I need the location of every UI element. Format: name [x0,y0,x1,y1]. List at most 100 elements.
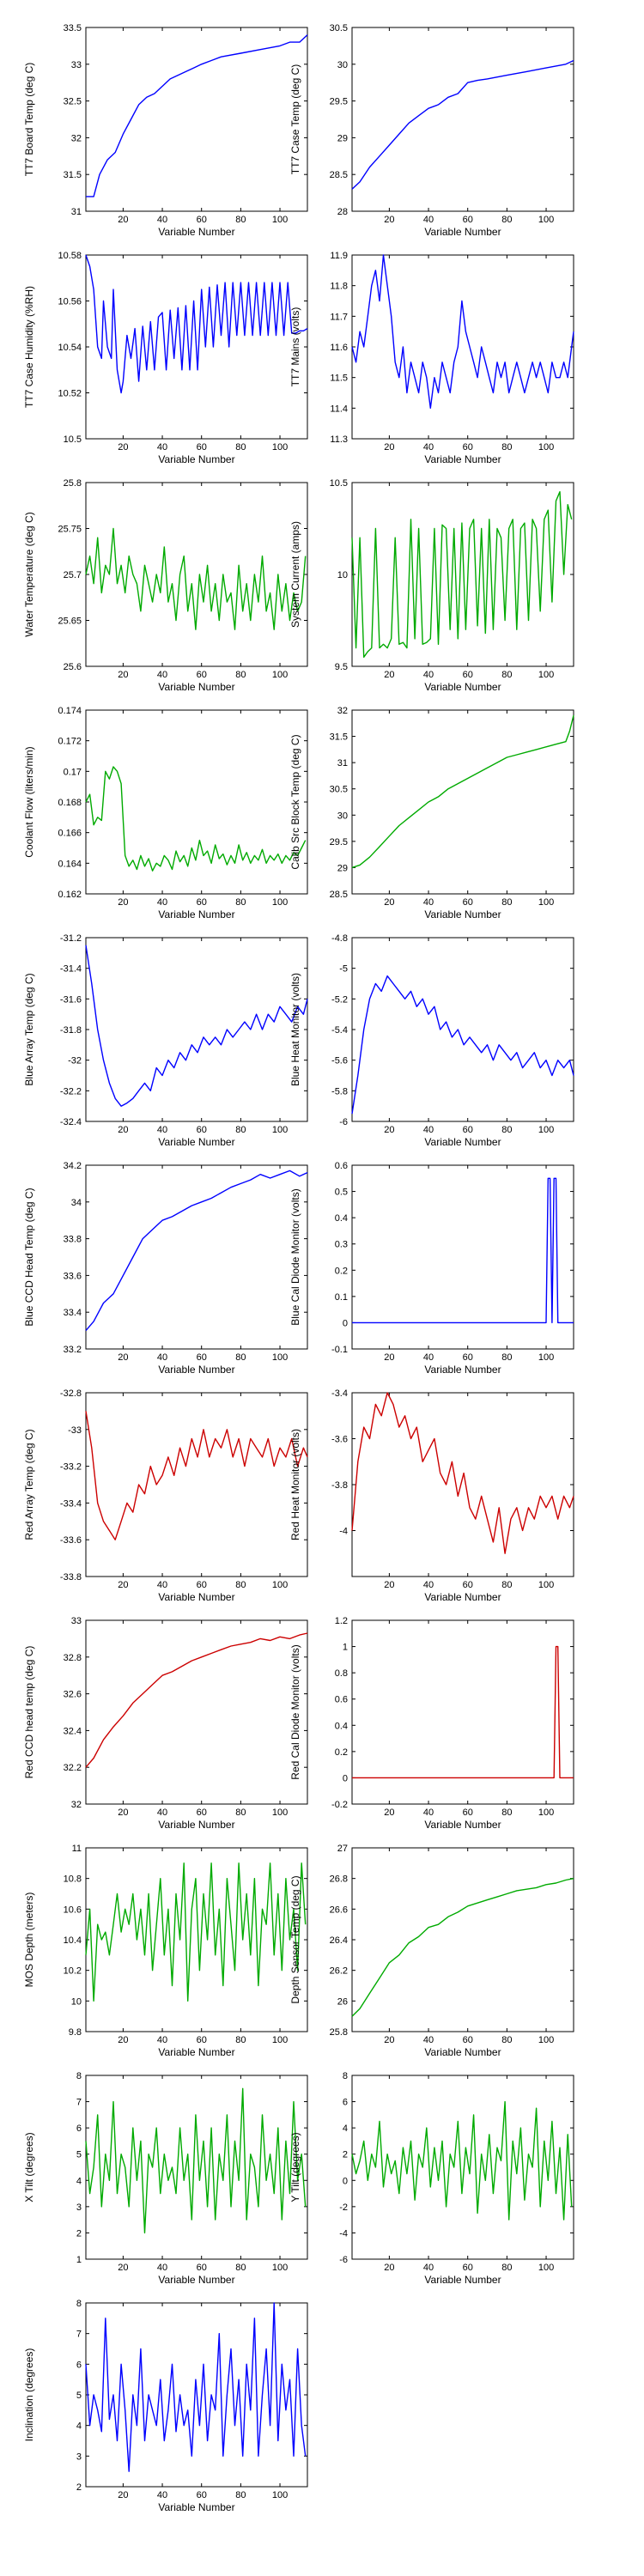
y-axis-label: TT7 Case Humidity (%RH) [23,286,35,408]
line-chart-7: 20 40 60 80 100 0.162 0.164 0.166 0.168 0.17 0.172… [23,706,308,920]
y-tick-label: 10.8 [64,1874,82,1885]
y-tick-label: 26 [337,1996,348,2007]
x-tick-label: 20 [118,2490,128,2500]
x-tick-label: 60 [197,1580,207,1590]
y-tick-label: 11 [72,1844,82,1854]
x-tick-label: 60 [197,2263,207,2273]
plot-area [351,2075,574,2260]
y-tick-label: 33.6 [64,1271,82,1281]
x-axis-label: Variable Number [158,226,234,238]
x-tick-label: 80 [501,897,512,908]
x-tick-label: 20 [118,442,128,453]
line-chart-8: 20 40 60 80 100 28.5 29 29.5 30 30.5 31 31.5 32 Varia… [289,706,574,920]
line-chart-16: 20 40 60 80 100 -0.2 0 0.2 0.4 0.6 0.8 1 1.2 Variable… [289,1616,574,1831]
y-tick-label: 2 [76,2482,82,2493]
x-tick-label: 40 [423,670,434,680]
x-axis-label: Variable Number [424,2274,501,2286]
y-tick-label: 4 [76,2421,82,2432]
x-tick-label: 60 [463,1125,473,1135]
x-tick-label: 100 [538,1352,554,1363]
y-tick-label: 7 [76,2330,82,2340]
x-tick-label: 20 [384,1807,394,1818]
line-chart-15: 20 40 60 80 100 32 32.2 32.4 32.6 32.8 33 Variable … [23,1616,308,1831]
x-tick-label: 100 [538,1580,554,1590]
y-tick-label: 33.8 [64,1235,82,1245]
line-chart-10: 20 40 60 80 100 -6 -5.8 -5.6 -5.4 -5.2 -5 -4.8 Varia… [289,933,574,1148]
y-tick-label: -33.4 [60,1498,82,1509]
x-tick-label: 80 [501,1580,512,1590]
y-tick-label: 32 [71,133,82,143]
x-axis-label: Variable Number [424,1364,501,1376]
y-tick-label: 29 [337,863,348,873]
y-tick-label: 0.168 [58,798,82,808]
x-tick-label: 100 [538,2263,554,2273]
y-tick-label: 28.5 [330,170,348,180]
y-tick-label: -3.4 [331,1388,348,1399]
y-tick-label: 1 [76,2255,82,2265]
x-tick-label: 40 [157,442,167,453]
x-tick-label: 60 [463,1807,473,1818]
x-axis-label: Variable Number [424,453,501,465]
x-tick-label: 100 [272,1125,288,1135]
x-tick-label: 100 [272,670,288,680]
y-tick-label: -4 [339,1527,348,1537]
x-tick-label: 100 [538,2035,554,2045]
plot-area [351,482,574,667]
y-axis-label: TT7 Board Temp (deg C) [23,63,35,177]
y-tick-label: 10.54 [58,343,82,353]
x-tick-label: 60 [197,215,207,225]
x-tick-label: 20 [384,442,394,453]
plot-area [85,27,308,212]
x-tick-label: 100 [538,897,554,908]
x-axis-label: Variable Number [424,681,501,693]
series-line [85,2302,307,2472]
x-tick-label: 20 [118,2035,128,2045]
y-tick-label: 33.5 [64,23,82,33]
y-tick-label: 9.8 [69,2027,82,2038]
series-line [351,975,574,1115]
x-tick-label: 20 [384,1580,394,1590]
x-tick-label: 80 [235,1580,246,1590]
y-tick-label: -5.8 [331,1086,348,1097]
line-chart-6: 20 40 60 80 100 9.5 10 10.5 Variable Number Syste… [289,478,574,693]
plot-area [351,1164,574,1350]
plot-area [85,937,308,1122]
y-axis-label: Red Array Temp (deg C) [23,1429,35,1540]
series-line [85,766,307,872]
x-axis-label: Variable Number [424,1819,501,1831]
x-tick-label: 20 [118,1352,128,1363]
y-tick-label: 0 [343,1318,348,1328]
plot-area [351,1392,574,1577]
y-tick-label: 29.5 [330,97,348,107]
series-line [351,491,573,658]
y-tick-label: 1 [343,1643,348,1653]
x-axis-label: Variable Number [424,226,501,238]
y-tick-label: 10.56 [58,297,82,307]
y-tick-label: 0.17 [64,767,82,777]
x-tick-label: 40 [157,1807,167,1818]
x-tick-label: 60 [463,670,473,680]
x-tick-label: 60 [197,1352,207,1363]
y-tick-label: 33.4 [64,1308,82,1318]
x-axis-label: Variable Number [158,2274,234,2286]
line-chart-20: 20 40 60 80 100 -6 -4 -2 0 2 4 6 8 Variable Number Y T… [289,2071,574,2286]
x-tick-label: 40 [423,1807,434,1818]
y-tick-label: 10 [337,570,348,580]
x-tick-label: 80 [501,2263,512,2273]
y-axis-label: TT7 Case Temp (deg C) [289,64,301,175]
y-tick-label: 28 [337,207,348,217]
x-tick-label: 40 [157,2490,167,2500]
series-line [352,1645,574,1779]
x-axis-label: Variable Number [158,908,234,920]
y-tick-label: 0.174 [58,706,82,716]
series-line [352,1177,574,1324]
x-tick-label: 80 [235,2490,246,2500]
y-tick-label: 11.3 [330,434,348,445]
y-tick-label: 5 [76,2391,82,2401]
y-tick-label: 6 [343,2098,348,2108]
y-tick-label: 32 [337,706,348,716]
x-axis-label: Variable Number [424,2046,501,2058]
y-axis-label: Calib Src Block Temp (deg C) [289,734,301,869]
y-axis-label: Blue Heat Monitor (volts) [289,973,301,1086]
